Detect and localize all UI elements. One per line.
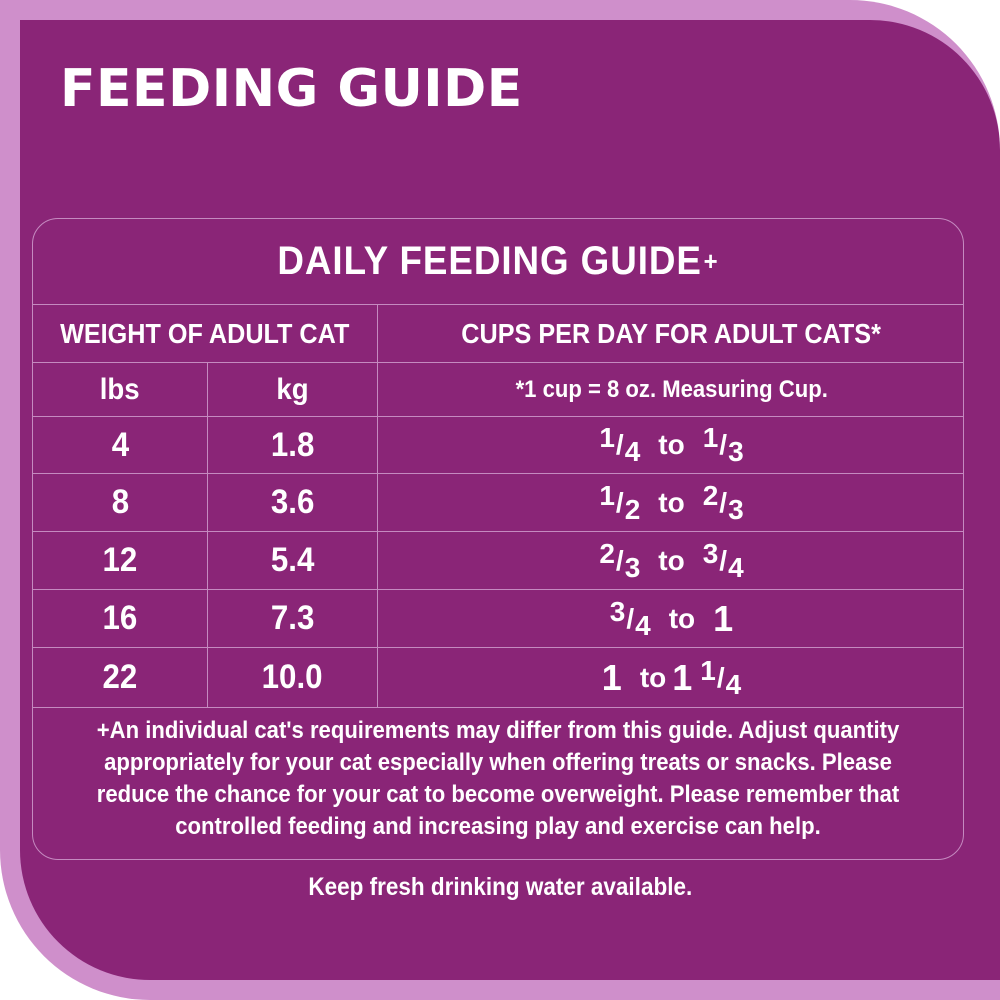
lbs-value: 12 [102,541,138,579]
from-fraction: 3/4 [610,596,651,641]
lbs-header: lbs [100,372,140,406]
table-title-mark: + [703,246,719,276]
table-title-text: DAILY FEEDING GUIDE [277,239,702,283]
column-divider [207,362,208,707]
divider [33,416,963,417]
lbs-value: 16 [102,599,138,637]
cup-note: *1 cup = 8 oz. Measuring Cup. [515,375,828,403]
to-label: to [639,661,667,693]
denominator: 3 [728,493,744,525]
divider [33,304,963,305]
to-fraction: 1/3 [703,422,744,467]
water-note: Keep fresh drinking water available. [0,873,1000,902]
to-label: to [658,544,685,576]
kg-value: 5.4 [270,541,315,579]
denominator: 4 [728,551,744,583]
numerator: 1 [702,422,719,453]
denominator: 4 [635,609,651,641]
divider [33,473,963,474]
footnote-line: appropriately for your cat especially wh… [104,749,892,776]
numerator: 1 [599,422,615,453]
from-fraction: 1/2 [599,480,640,525]
denominator: 3 [624,551,641,583]
divider [33,707,963,708]
from-fraction: 2/3 [599,538,640,583]
from-fraction: 1/4 [599,422,640,467]
to-label: to [658,429,685,460]
lbs-value: 22 [102,658,138,696]
daily-feeding-table: DAILY FEEDING GUIDE + WEIGHT OF ADULT CAT… [32,218,964,860]
numerator: 2 [702,479,719,511]
numerator: 3 [609,595,626,627]
cups-header: CUPS PER DAY FOR ADULT CATS* [461,317,882,349]
fraction-slash: / [719,486,728,518]
table-title: DAILY FEEDING GUIDE + [70,219,926,304]
footnote-line: reduce the chance for your cat to become… [96,781,900,808]
denominator: 4 [624,436,641,467]
numerator: 1 [599,479,615,511]
lbs-cell: 4 [33,417,207,473]
fraction-slash: / [626,602,635,634]
weight-header-cell: WEIGHT OF ADULT CAT [33,305,377,362]
cups-cell: 2/3 to 3/4 [378,532,963,589]
to-whole: 1 [713,597,734,639]
divider [33,589,963,590]
kg-cell: 5.4 [208,532,377,589]
fraction-slash: / [719,429,728,460]
kg-cell: 3.6 [208,474,377,531]
to-fraction: 3/4 [703,538,744,583]
numerator: 1 [700,654,716,686]
cups-cell: 3/4 to 1 [378,590,963,647]
fraction-slash: / [615,429,624,460]
kg-cell: 1.8 [208,417,377,473]
fraction-slash: / [615,544,624,576]
weight-header: WEIGHT OF ADULT CAT [60,317,350,349]
fraction-slash: / [716,661,725,693]
cups-header-cell: CUPS PER DAY FOR ADULT CATS* [378,305,963,362]
feeding-guide-panel [20,20,1000,980]
cups-cell: 1/2 to 2/3 [378,474,963,531]
numerator: 2 [599,537,615,569]
from-whole: 1 [601,656,622,698]
cup-note-cell: *1 cup = 8 oz. Measuring Cup. [378,363,963,416]
kg-header-cell: kg [208,363,377,416]
to-fraction: 2/3 [703,480,744,525]
footnote-line: controlled feeding and increasing play a… [175,813,821,840]
lbs-cell: 12 [33,532,207,589]
kg-value: 1.8 [270,425,315,464]
lbs-cell: 8 [33,474,207,531]
footnote-line: +An individual cat's requirements may di… [96,717,900,744]
lbs-header-cell: lbs [33,363,207,416]
lbs-cell: 16 [33,590,207,647]
kg-cell: 7.3 [208,590,377,647]
to-label: to [658,486,685,518]
kg-value: 10.0 [262,658,323,696]
cups-cell: 1 to 1 1/4 [378,648,963,707]
kg-cell: 10.0 [208,648,377,707]
cups-cell: 1/4 to 1/3 [378,417,963,473]
footnote: +An individual cat's requirements may di… [33,715,963,843]
divider [33,362,963,363]
water-note-text: Keep fresh drinking water available. [308,873,692,901]
divider [33,531,963,532]
column-divider [377,304,378,707]
lbs-value: 8 [111,483,129,521]
kg-header: kg [276,372,309,406]
denominator: 2 [624,493,641,525]
kg-value: 7.3 [270,599,315,637]
numerator: 3 [702,537,719,569]
lbs-cell: 22 [33,648,207,707]
to-fraction: 1/4 [700,655,741,700]
fraction-slash: / [615,486,624,518]
lbs-value: 4 [111,425,129,464]
denominator: 4 [725,668,742,700]
kg-value: 3.6 [270,483,315,521]
divider [33,647,963,648]
denominator: 3 [728,436,744,467]
to-label: to [668,602,696,634]
fraction-slash: / [719,544,728,576]
page-title: FEEDING GUIDE [60,59,523,119]
to-whole: 1 [672,656,693,698]
